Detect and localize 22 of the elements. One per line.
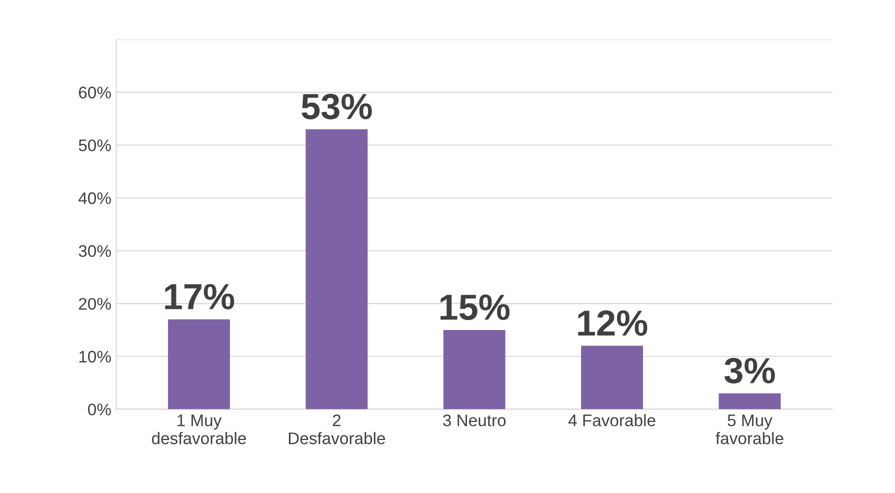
y-tick-label: 60% bbox=[78, 86, 111, 98]
y-tick-label: 50% bbox=[78, 139, 111, 152]
data-label: 15% bbox=[440, 294, 510, 320]
y-tick-label: 0% bbox=[88, 404, 111, 416]
bar bbox=[443, 330, 506, 410]
bar bbox=[306, 129, 368, 410]
y-tick-label: 20% bbox=[78, 298, 111, 310]
data-label: 17% bbox=[165, 284, 234, 310]
data-label: 3% bbox=[724, 358, 775, 384]
x-tick-label: 4 Favorable bbox=[568, 414, 656, 426]
y-tick-label: 10% bbox=[79, 350, 111, 363]
y-tick-label: 40% bbox=[78, 192, 111, 204]
x-tick-label: 2 Desfavorable bbox=[288, 414, 386, 444]
x-tick-label: 1 Muy desfavorable bbox=[152, 414, 246, 444]
x-tick-label: 5 Muy favorable bbox=[716, 414, 784, 444]
data-label: 53% bbox=[302, 94, 372, 120]
bar bbox=[718, 393, 781, 410]
y-tick-label: 30% bbox=[78, 245, 111, 257]
bar bbox=[581, 346, 644, 410]
data-label: 12% bbox=[578, 310, 648, 336]
bar bbox=[168, 319, 230, 410]
x-tick-label: 3 Neutro bbox=[443, 414, 506, 426]
